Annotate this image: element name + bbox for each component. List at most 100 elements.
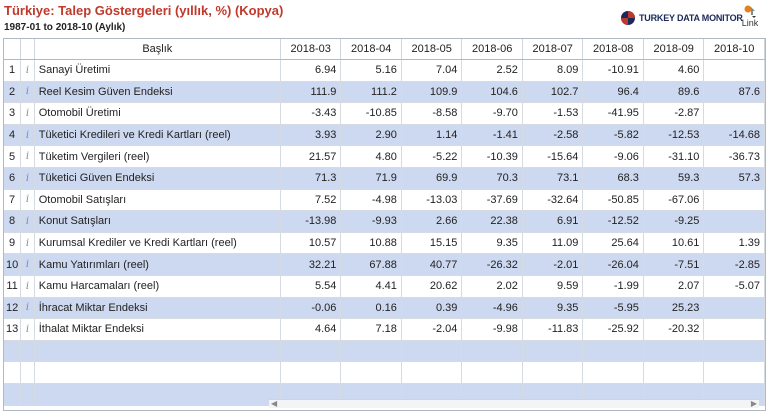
row-label[interactable]: Sanayi Üretimi	[34, 59, 281, 82]
link-button[interactable]: Link	[738, 4, 762, 28]
name-column-header[interactable]: Başlık	[34, 39, 281, 60]
table-row[interactable]: 7 i Otomobil Satışları 7.52 -4.98 -13.03 -37.6…	[4, 189, 765, 212]
empty-row	[4, 340, 765, 363]
cell-value: -67.06	[643, 189, 705, 212]
header-row: Başlık 2018-03 2018-04 2018-05 2018-06 2…	[4, 39, 765, 60]
table-row[interactable]: 1 i Sanayi Üretimi 6.94 5.16 7.04 2.52 8.09 -10.…	[4, 59, 765, 82]
cell-value: -36.73	[703, 145, 765, 168]
cell-value	[703, 297, 765, 320]
cell-value: -4.96	[461, 297, 523, 320]
info-header	[20, 39, 35, 60]
cell-value: 109.9	[401, 81, 463, 104]
cell-value: 9.35	[461, 232, 523, 255]
info-icon[interactable]: i	[20, 210, 35, 233]
empty-cell	[401, 361, 463, 384]
empty-cell	[643, 361, 705, 384]
row-label[interactable]: Otomobil Üretimi	[34, 102, 281, 125]
info-icon[interactable]: i	[20, 167, 35, 190]
info-icon[interactable]: i	[20, 297, 35, 320]
horizontal-scrollbar[interactable]: ◀ ▶	[269, 399, 759, 408]
row-label[interactable]: Tüketici Güven Endeksi	[34, 167, 281, 190]
column-header[interactable]: 2018-04	[340, 39, 402, 60]
cell-value: -9.98	[461, 318, 523, 341]
table-row[interactable]: 2 i Reel Kesim Güven Endeksi 111.9 111.2 109.…	[4, 81, 765, 104]
cell-value: -1.99	[582, 275, 644, 298]
cell-value: -5.07	[703, 275, 765, 298]
cell-value: -12.52	[582, 210, 644, 233]
link-icon	[744, 5, 756, 18]
info-icon[interactable]: i	[20, 189, 35, 212]
column-header[interactable]: 2018-08	[582, 39, 644, 60]
info-icon[interactable]: i	[20, 59, 35, 82]
table-row[interactable]: 4 i Tüketici Kredileri ve Kredi Kartları (…	[4, 124, 765, 147]
row-label[interactable]: Tüketim Vergileri (reel)	[34, 145, 281, 168]
column-header[interactable]: 2018-05	[401, 39, 463, 60]
row-label[interactable]: Otomobil Satışları	[34, 189, 281, 212]
cell-value: -11.83	[522, 318, 584, 341]
column-header[interactable]: 2018-03	[280, 39, 342, 60]
table-row[interactable]: 6 i Tüketici Güven Endeksi 71.3 71.9 69.9 70.3…	[4, 167, 765, 190]
info-icon[interactable]: i	[20, 145, 35, 168]
scroll-right-icon[interactable]: ▶	[750, 399, 757, 408]
column-header[interactable]: 2018-06	[461, 39, 523, 60]
table-row[interactable]: 9 i Kurumsal Krediler ve Kredi Kartları (r…	[4, 232, 765, 255]
row-label[interactable]: İthalat Miktar Endeksi	[34, 318, 281, 341]
cell-value: 96.4	[582, 81, 644, 104]
cell-value: 102.7	[522, 81, 584, 104]
cell-value: 1.39	[703, 232, 765, 255]
row-label[interactable]: Kamu Yatırımları (reel)	[34, 253, 281, 276]
cell-value: 8.09	[522, 59, 584, 82]
empty-cell	[461, 361, 523, 384]
cell-value: -2.85	[703, 253, 765, 276]
row-number: 2	[4, 81, 22, 104]
table-row[interactable]: 5 i Tüketim Vergileri (reel) 21.57 4.80 -5.22…	[4, 145, 765, 168]
info-icon[interactable]: i	[20, 318, 35, 341]
column-header[interactable]: 2018-10	[703, 39, 765, 60]
cell-value: 57.3	[703, 167, 765, 190]
cell-value: -50.85	[582, 189, 644, 212]
info-icon[interactable]: i	[20, 253, 35, 276]
row-number: 1	[4, 59, 22, 82]
info-icon[interactable]: i	[20, 275, 35, 298]
info-icon[interactable]: i	[20, 232, 35, 255]
scroll-left-icon[interactable]: ◀	[271, 399, 278, 408]
row-label[interactable]: İhracat Miktar Endeksi	[34, 297, 281, 320]
cell-value: -12.53	[643, 124, 705, 147]
row-number: 6	[4, 167, 22, 190]
info-icon[interactable]: i	[20, 124, 35, 147]
row-label[interactable]: Tüketici Kredileri ve Kredi Kartları (re…	[34, 124, 281, 147]
empty-cell	[34, 361, 281, 384]
table-row[interactable]: 8 i Konut Satışları -13.98 -9.93 2.66 22.38 6.9…	[4, 210, 765, 233]
empty-cell	[34, 383, 281, 406]
info-icon[interactable]: i	[20, 81, 35, 104]
cell-value: -41.95	[582, 102, 644, 125]
cell-value: -9.25	[643, 210, 705, 233]
row-number: 11	[4, 275, 22, 298]
table-row[interactable]: 12 i İhracat Miktar Endeksi -0.06 0.16 0.39 -4…	[4, 297, 765, 320]
cell-value: -1.41	[461, 124, 523, 147]
table-row[interactable]: 11 i Kamu Harcamaları (reel) 5.54 4.41 20.62 2…	[4, 275, 765, 298]
row-label[interactable]: Konut Satışları	[34, 210, 281, 233]
table-row[interactable]: 13 i İthalat Miktar Endeksi 4.64 7.18 -2.04 -9…	[4, 318, 765, 341]
cell-value: -2.58	[522, 124, 584, 147]
row-label[interactable]: Kurumsal Krediler ve Kredi Kartları (ree…	[34, 232, 281, 255]
cell-value: -2.87	[643, 102, 705, 125]
column-header[interactable]: 2018-09	[643, 39, 705, 60]
brand[interactable]: TURKEY DATA MONITOR	[620, 10, 743, 26]
cell-value: 3.93	[280, 124, 342, 147]
row-label[interactable]: Kamu Harcamaları (reel)	[34, 275, 281, 298]
table-row[interactable]: 10 i Kamu Yatırımları (reel) 32.21 67.88 40.7…	[4, 253, 765, 276]
cell-value: 70.3	[461, 167, 523, 190]
column-header[interactable]: 2018-07	[522, 39, 584, 60]
cell-value: 7.52	[280, 189, 342, 212]
row-label[interactable]: Reel Kesim Güven Endeksi	[34, 81, 281, 104]
cell-value: 4.64	[280, 318, 342, 341]
empty-cell	[280, 340, 342, 363]
cell-value: 2.90	[340, 124, 402, 147]
empty-cell	[401, 340, 463, 363]
empty-cell	[703, 340, 765, 363]
table-row[interactable]: 3 i Otomobil Üretimi -3.43 -10.85 -8.58 -9.70-…	[4, 102, 765, 125]
info-icon[interactable]: i	[20, 102, 35, 125]
cell-value: 71.9	[340, 167, 402, 190]
cell-value: -31.10	[643, 145, 705, 168]
